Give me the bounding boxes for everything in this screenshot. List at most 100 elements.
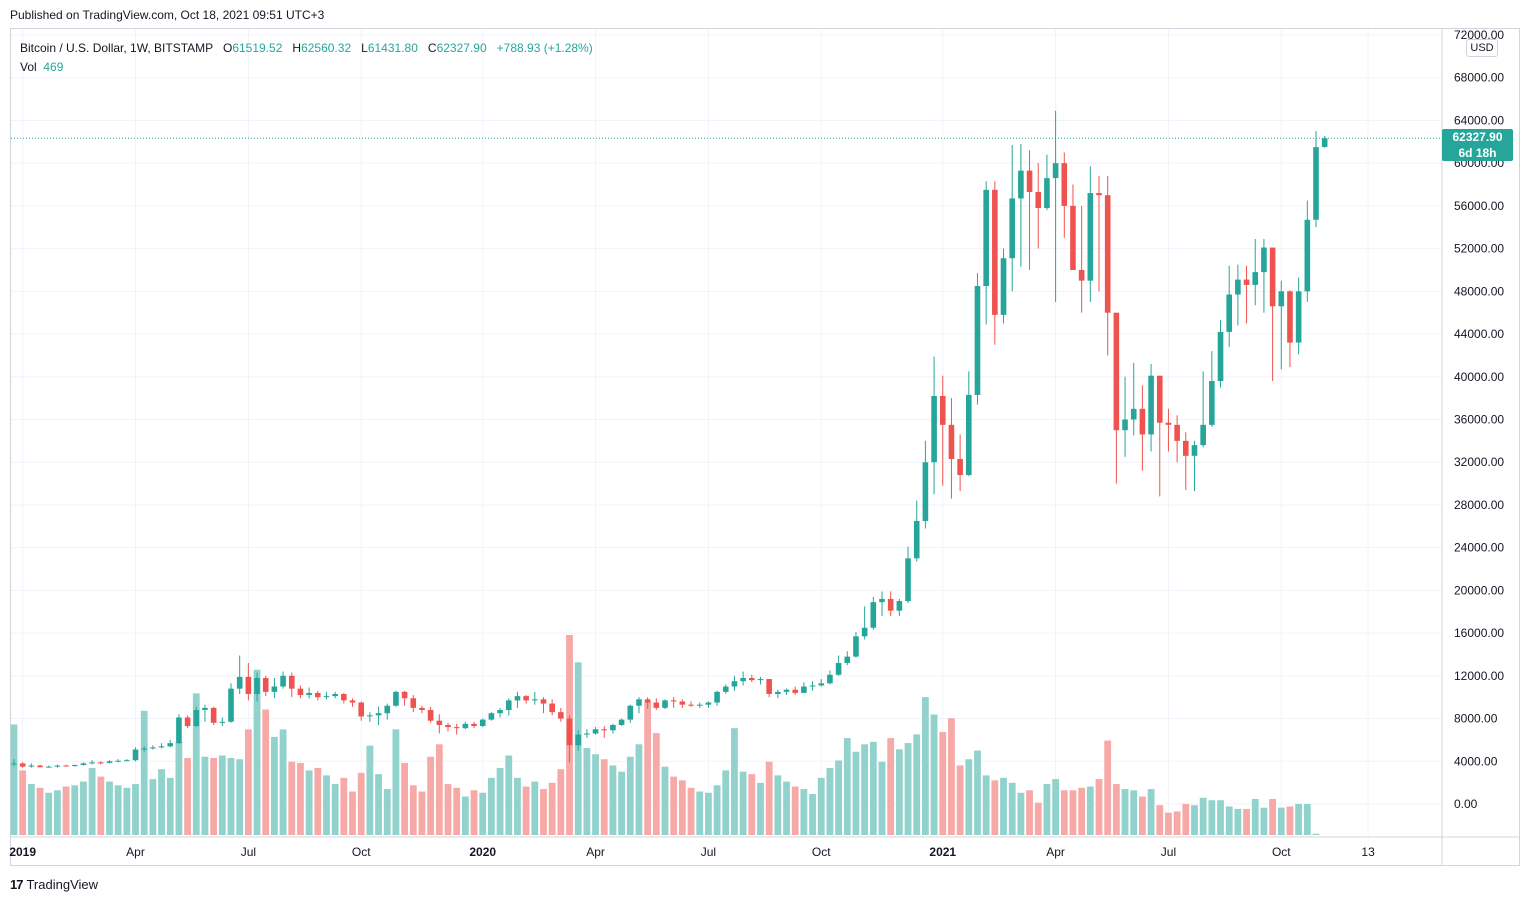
volume-bar — [375, 774, 382, 835]
volume-bar — [496, 767, 504, 835]
candle-body — [827, 674, 833, 684]
candle-body — [375, 713, 382, 716]
candle-body — [1226, 294, 1232, 332]
volume-bar — [922, 697, 929, 835]
volume-bar — [227, 757, 235, 835]
volume-bar — [1060, 790, 1068, 835]
volume-bar — [97, 776, 105, 835]
tradingview-brand-text: TradingView — [26, 877, 99, 892]
volume-bar — [895, 749, 903, 835]
volume-bar — [323, 775, 330, 835]
candle-body — [948, 424, 955, 460]
volume-bar — [696, 791, 704, 835]
candle-body — [497, 710, 503, 714]
candle-body — [913, 520, 920, 559]
candle-body — [341, 693, 347, 701]
y-tick-label: 32000.00 — [1454, 455, 1504, 469]
volume-bar — [948, 718, 955, 835]
volume-label[interactable]: Vol — [20, 60, 37, 74]
volume-bar — [27, 784, 35, 835]
volume-bar — [1017, 792, 1025, 835]
candle-body — [861, 627, 868, 637]
volume-bar — [843, 738, 851, 835]
candle-body — [1304, 219, 1311, 292]
volume-bar — [88, 767, 96, 835]
volume-bar — [600, 759, 608, 835]
candle-body — [1217, 331, 1224, 382]
volume-bar — [809, 794, 816, 835]
volume-bar — [288, 761, 296, 835]
volume-bar — [514, 777, 521, 835]
x-tick-label: Oct — [812, 845, 831, 859]
volume-bar — [974, 750, 981, 835]
candle-body — [1321, 138, 1328, 147]
volume-bar — [1243, 808, 1250, 835]
close-value: 62327.90 — [436, 41, 487, 55]
candle-body — [870, 602, 877, 628]
x-tick-label: Oct — [1272, 845, 1291, 859]
volume-bar — [531, 781, 539, 835]
candle-body — [705, 702, 712, 705]
candle-body — [132, 749, 139, 761]
candle-body — [358, 702, 364, 717]
volume-bar — [123, 787, 131, 835]
candle-body — [445, 724, 451, 728]
volume-bar — [1303, 803, 1311, 835]
candle-body — [115, 760, 121, 762]
y-tick-label: 56000.00 — [1454, 199, 1504, 213]
volume-bar — [71, 785, 79, 835]
volume-bar — [488, 777, 495, 835]
candle-body — [158, 746, 165, 748]
volume-bar — [687, 787, 695, 835]
volume-bar — [1034, 802, 1042, 835]
last-price-tag: 62327.90 6d 18h — [1442, 129, 1513, 161]
volume-bar — [175, 741, 183, 835]
volume-bar — [713, 785, 721, 835]
volume-bar — [592, 754, 599, 835]
candle-body — [462, 723, 469, 729]
volume-bar — [1312, 833, 1320, 835]
candle-body — [1026, 170, 1033, 193]
volume-bar — [184, 757, 191, 835]
candle-body — [349, 700, 356, 703]
x-tick-label: Jul — [1161, 845, 1176, 859]
volume-bar — [739, 771, 747, 835]
volume-bar — [505, 755, 513, 835]
currency-badge[interactable]: USD — [1466, 39, 1498, 57]
volume-bar — [62, 786, 70, 835]
volume-bar — [36, 787, 44, 835]
high-value: 62560.32 — [301, 41, 352, 55]
volume-bar — [1286, 806, 1294, 835]
volume-bar — [765, 761, 773, 835]
footer-branding[interactable]: 17 TradingView — [10, 877, 98, 892]
candle-body — [384, 705, 391, 714]
y-tick-label: 24000.00 — [1454, 541, 1504, 555]
y-tick-label: 28000.00 — [1454, 498, 1504, 512]
volume-bar — [392, 729, 400, 835]
volume-bar — [201, 756, 209, 835]
candle-body — [714, 691, 720, 703]
published-caption: Published on TradingView.com, Oct 18, 20… — [10, 8, 325, 22]
volume-bar — [366, 745, 374, 835]
candle-body — [1052, 163, 1059, 179]
y-tick-label: 48000.00 — [1454, 284, 1504, 298]
volume-bar — [461, 796, 469, 835]
legend-volume-row: Vol 469 — [20, 58, 593, 77]
symbol-name[interactable]: Bitcoin / U.S. Dollar, 1W, BITSTAMP — [20, 41, 213, 55]
candle-body — [618, 719, 625, 725]
volume-bar — [340, 777, 348, 835]
candle-body — [219, 721, 226, 723]
candle-body — [1295, 291, 1302, 343]
candle-body — [1235, 279, 1241, 295]
candle-body — [540, 699, 547, 704]
volume-bar — [1069, 790, 1077, 835]
volume-value: 469 — [43, 60, 64, 74]
volume-bar — [453, 787, 461, 835]
volume-bar — [305, 770, 313, 835]
volume-bar — [470, 790, 478, 835]
candle-body — [1096, 193, 1102, 196]
volume-bar — [609, 765, 617, 835]
candle-body — [167, 743, 174, 747]
candle-body — [1252, 272, 1259, 285]
